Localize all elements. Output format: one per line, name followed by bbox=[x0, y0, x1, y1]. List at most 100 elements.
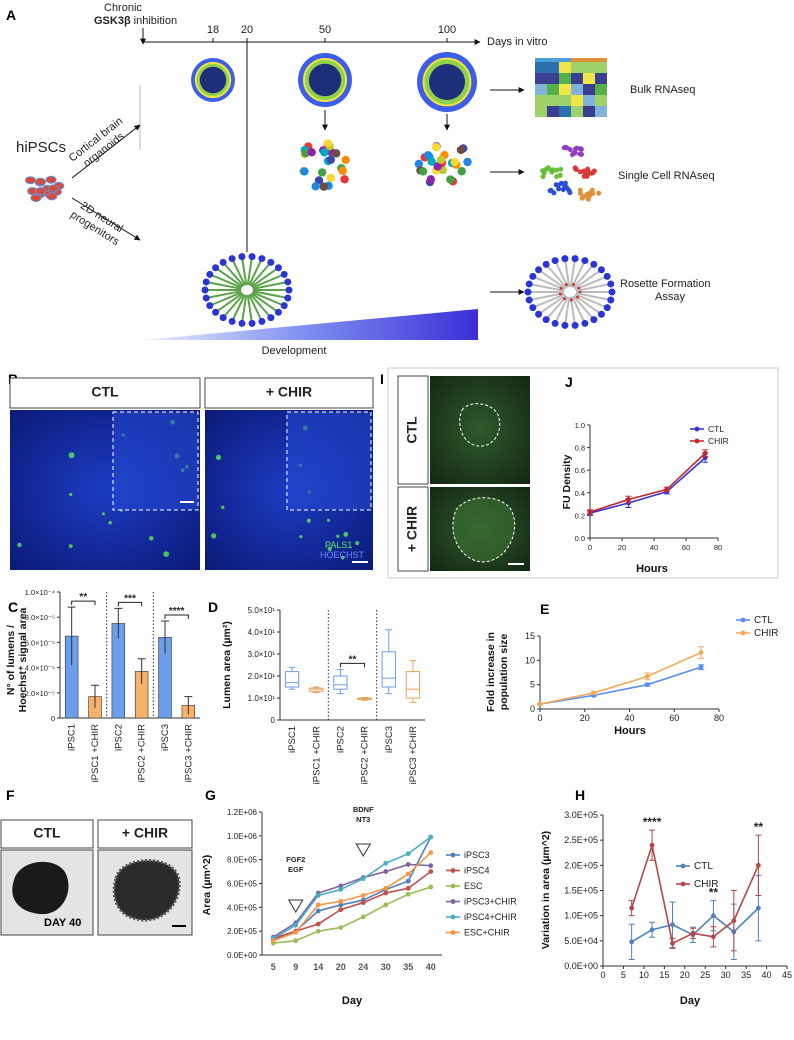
rosette-cell bbox=[603, 272, 611, 280]
condition-label: CTL bbox=[404, 416, 420, 444]
heatmap-cell bbox=[583, 95, 595, 106]
significance-label: **** bbox=[643, 815, 662, 829]
rosette-process bbox=[537, 294, 567, 316]
stem-cell bbox=[35, 187, 47, 196]
cell-cluster bbox=[578, 146, 584, 152]
legend-label: CHIR bbox=[708, 436, 729, 446]
cell-cluster bbox=[554, 167, 560, 173]
cell bbox=[414, 159, 424, 169]
rosette-cell bbox=[590, 316, 598, 324]
rosette-cell bbox=[571, 321, 579, 329]
heatmap-cell bbox=[595, 62, 607, 73]
significance-bracket bbox=[164, 614, 189, 619]
x-tick-label: 20 bbox=[680, 970, 690, 980]
lumen-signal bbox=[68, 452, 75, 459]
rosette-process bbox=[575, 292, 611, 302]
rosette-process bbox=[250, 292, 280, 314]
cell-cluster bbox=[587, 190, 593, 196]
development-gradient bbox=[143, 309, 478, 340]
annotation-label: FGF2 bbox=[286, 855, 305, 864]
rosette-process bbox=[206, 280, 242, 290]
cell bbox=[320, 148, 329, 157]
rosette-process bbox=[571, 260, 586, 288]
rosette-marker bbox=[572, 283, 576, 287]
lumen-signal bbox=[108, 520, 112, 525]
legend-marker bbox=[680, 863, 686, 869]
y-tick-label: 6.0E+05 bbox=[227, 880, 258, 889]
cell-cluster bbox=[541, 168, 547, 174]
heatmap-cell bbox=[547, 62, 559, 73]
rosette-process bbox=[209, 291, 243, 307]
x-tick-label: iPSC3 +CHIR bbox=[183, 724, 194, 782]
y-tick-label: 4.0×10⁻⁵ bbox=[25, 664, 55, 673]
rosette-process bbox=[572, 263, 595, 289]
x-axis-label: Day bbox=[680, 995, 701, 1007]
inset bbox=[286, 411, 372, 511]
rosette-process bbox=[209, 273, 243, 289]
rosette-cell bbox=[561, 321, 569, 329]
branch-label: Cortical brain organoids bbox=[67, 115, 127, 170]
heatmap-cell bbox=[595, 84, 607, 95]
rosette-cell bbox=[228, 317, 236, 325]
legend-label: CHIR bbox=[754, 628, 778, 639]
series-line bbox=[631, 907, 759, 943]
rosette-process bbox=[246, 294, 254, 324]
x-tick-label: 0 bbox=[537, 713, 542, 723]
rosette-process bbox=[252, 280, 288, 290]
rosette-cell bbox=[238, 319, 246, 327]
rosette-process bbox=[222, 261, 245, 287]
cell-label: hiPSCs bbox=[16, 139, 66, 156]
series-line bbox=[539, 651, 702, 705]
cell-cluster bbox=[571, 150, 577, 156]
y-tick-label: 2.5E+05 bbox=[564, 835, 598, 845]
cell-cluster bbox=[564, 145, 570, 151]
cell bbox=[457, 167, 466, 176]
outline bbox=[459, 403, 501, 447]
y-tick-label: 8.0×10⁻⁵ bbox=[25, 613, 55, 622]
timeline-tick-label: 18 bbox=[207, 24, 219, 36]
legend-label: iPSC4+CHIR bbox=[464, 912, 517, 922]
significance-label: ** bbox=[754, 820, 764, 834]
x-tick-label: iPSC2 +CHIR bbox=[137, 724, 148, 782]
error-bar bbox=[184, 696, 193, 715]
stem-cell bbox=[34, 177, 46, 186]
inset bbox=[112, 411, 199, 511]
panel-label: A bbox=[6, 7, 16, 23]
data-point bbox=[405, 862, 411, 867]
error-bar bbox=[137, 658, 146, 684]
series-line bbox=[273, 870, 432, 940]
data-point bbox=[626, 497, 631, 502]
stem-cell bbox=[46, 192, 58, 201]
legend-label: iPSC3 bbox=[464, 850, 490, 860]
annotation-label: BDNF bbox=[353, 805, 374, 814]
significance-label: ** bbox=[79, 592, 87, 603]
cell bbox=[418, 167, 428, 176]
lumen-signal bbox=[101, 512, 105, 516]
y-tick-label: 1.0 bbox=[575, 421, 585, 430]
data-point bbox=[428, 869, 434, 874]
organoid bbox=[112, 859, 181, 922]
significance-label: *** bbox=[124, 593, 136, 604]
rosette-cell bbox=[285, 286, 293, 294]
x-axis-label: Day bbox=[342, 995, 363, 1007]
legend-marker bbox=[694, 426, 700, 432]
rosette-process bbox=[569, 296, 577, 326]
rosette-process bbox=[529, 282, 565, 292]
rosette-process bbox=[214, 266, 244, 288]
rosette-process bbox=[537, 268, 567, 290]
y-tick-label: 2.0E+05 bbox=[564, 860, 598, 870]
lumen-signal bbox=[215, 454, 222, 461]
y-tick-label: 1.0×10¹ bbox=[248, 694, 276, 703]
data-point bbox=[629, 905, 635, 911]
box-whisker bbox=[337, 668, 344, 695]
rosette-process bbox=[573, 268, 603, 290]
rosette-cell bbox=[202, 294, 210, 302]
lumen-signal bbox=[148, 536, 154, 541]
y-tick-label: 1.5E+05 bbox=[564, 886, 598, 896]
x-tick-label: 40 bbox=[624, 713, 634, 723]
legend-label: CTL bbox=[708, 424, 724, 434]
y-axis-label: Variation in area (µm^2) bbox=[540, 831, 552, 949]
data-point bbox=[293, 938, 299, 944]
heatmap-cell bbox=[571, 84, 583, 95]
rosette-process bbox=[574, 275, 608, 291]
